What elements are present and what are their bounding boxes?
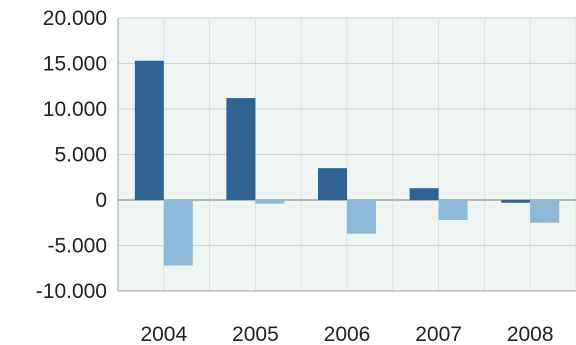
bar-2007-series-1 [409,188,439,200]
axes [117,18,576,292]
y-tick-label: -10.000 [36,280,107,303]
bar-2005-series-1 [226,98,256,200]
bars [134,60,560,266]
bar-2004-series-2 [163,200,193,266]
bar-2008-series-1 [501,200,531,203]
y-tick-label: 15.000 [43,53,107,76]
y-tick-label: -5.000 [47,235,107,258]
bar-2004-series-1 [134,60,164,200]
bar-2008-series-2 [530,200,560,223]
bar-2007-series-2 [438,200,468,221]
bar-2006-series-2 [347,200,376,234]
x-tick-label: 2006 [324,323,371,345]
x-tick-label: 2008 [507,323,554,345]
bar-2005-series-2 [255,200,285,204]
y-tick-label: 20.000 [43,7,107,30]
bar-2006-series-1 [318,168,347,200]
x-tick-label: 2005 [232,323,279,345]
x-tick-label: 2004 [140,323,187,345]
x-tick-label: 2007 [415,323,462,345]
tick-labels: 2004 2005 2006 2007 2008 20.000 15.000 10.000 5.… [36,7,554,345]
y-tick-label: 10.000 [43,98,107,121]
y-tick-label: 5.000 [54,144,107,167]
y-tick-label: 0 [95,189,107,212]
